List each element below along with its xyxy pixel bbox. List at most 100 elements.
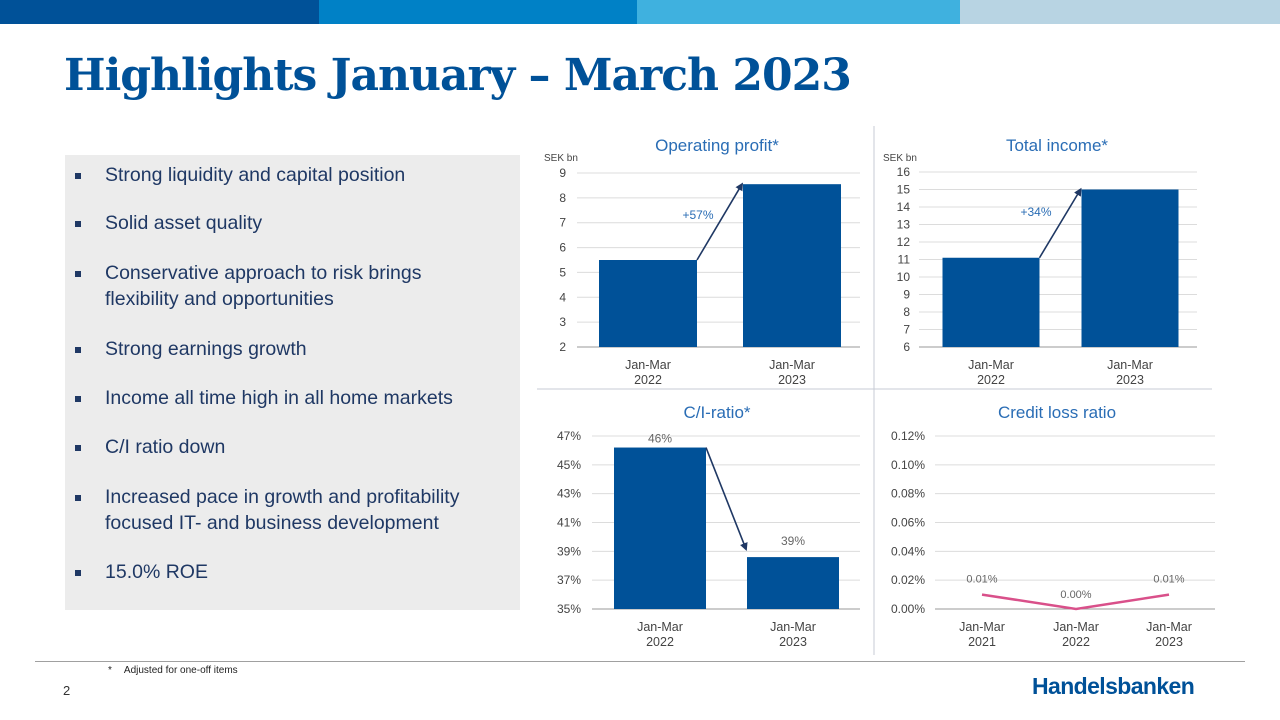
y-tick-label: 0.02% <box>891 573 925 587</box>
y-tick-label: 41% <box>557 516 581 530</box>
x-tick-label: Jan-Mar 2022 <box>637 620 683 649</box>
x-tick-label: Jan-Mar 2022 <box>1053 620 1099 649</box>
bullet-marker <box>75 495 81 501</box>
y-tick-label: 39% <box>557 544 581 558</box>
x-tick-label: Jan-Mar 2022 <box>968 358 1014 387</box>
highlight-text: 15.0% ROE <box>105 561 208 583</box>
page-number: 2 <box>63 683 71 698</box>
footer-divider <box>35 661 1245 662</box>
y-tick-label: 5 <box>559 265 566 279</box>
y-tick-label: 37% <box>557 573 581 587</box>
y-tick-label: 16 <box>897 165 911 179</box>
highlight-item: Increased pace in growth and profitabili… <box>65 484 505 536</box>
data-label: 39% <box>781 534 805 548</box>
highlight-item: Income all time high in all home markets <box>65 385 505 411</box>
series-line <box>981 593 1170 611</box>
x-tick-label: Jan-Mar 2023 <box>769 358 815 387</box>
unit-label-operating-profit: SEK bn <box>544 153 578 164</box>
bullet-marker <box>75 445 81 451</box>
top-bar-segment-4 <box>960 0 1280 24</box>
unit-label-total-income: SEK bn <box>883 153 917 164</box>
top-bar-segment-1 <box>0 0 319 24</box>
bullet-marker <box>75 271 81 277</box>
y-tick-label: 0.08% <box>891 487 925 501</box>
chart-title-total-income: Total income* <box>1006 136 1108 155</box>
bar <box>599 260 697 347</box>
change-arrow <box>696 182 744 261</box>
y-tick-label: 10 <box>897 270 911 284</box>
bar <box>743 184 841 347</box>
footnote-text: Adjusted for one-off items <box>123 665 238 676</box>
y-tick-label: 12 <box>897 235 911 249</box>
top-bar-segment-2 <box>319 0 637 24</box>
annotation-total-income: +34% <box>1020 205 1051 219</box>
y-tick-label: 0.10% <box>891 458 925 472</box>
y-tick-label: 7 <box>903 323 910 337</box>
y-tick-label: 3 <box>559 315 566 329</box>
y-tick-label: 15 <box>897 183 911 197</box>
top-bar-segment-3 <box>637 0 960 24</box>
y-tick-label: 7 <box>559 216 566 230</box>
bullet-marker <box>75 221 81 227</box>
y-tick-label: 6 <box>559 241 566 255</box>
chart-title-operating-profit: Operating profit* <box>655 136 779 155</box>
bar <box>614 447 706 609</box>
highlight-text: Strong liquidity and capital position <box>105 164 406 186</box>
highlight-item: C/I ratio down <box>65 434 505 460</box>
y-tick-label: 4 <box>559 290 566 304</box>
bullet-marker <box>75 396 81 402</box>
data-label: 0.00% <box>1060 589 1091 601</box>
y-tick-label: 13 <box>897 218 911 232</box>
data-label: 0.01% <box>966 574 997 586</box>
bullet-marker <box>75 173 81 179</box>
y-tick-label: 0.06% <box>891 516 925 530</box>
highlight-text: Income all time high in all home markets <box>105 387 453 409</box>
bullet-marker <box>75 570 81 576</box>
highlight-item: Strong earnings growth <box>65 336 505 362</box>
x-tick-label: Jan-Mar 2023 <box>770 620 816 649</box>
y-tick-label: 43% <box>557 487 581 501</box>
bar <box>747 557 839 609</box>
highlight-item: 15.0% ROE <box>65 559 505 585</box>
y-tick-label: 47% <box>557 429 581 443</box>
y-tick-label: 8 <box>903 305 910 319</box>
y-tick-label: 0.00% <box>891 602 925 616</box>
y-tick-label: 0.04% <box>891 544 925 558</box>
footnote: * Adjusted for one-off items <box>108 665 238 676</box>
highlight-text: Solid asset quality <box>105 212 263 234</box>
data-label: 46% <box>648 432 672 446</box>
bullet-marker <box>75 347 81 353</box>
highlight-text: C/I ratio down <box>105 436 226 458</box>
chart-plots: 2 3 4 5 6 7 8 9 Jan-Mar 2022 Jan-Mar 2023 6 7 8 9 10 11 12… <box>557 165 1215 649</box>
bar <box>942 257 1040 347</box>
x-tick-label: Jan-Mar 2023 <box>1146 620 1192 649</box>
brand-logo: Handelsbanken <box>1032 673 1195 699</box>
y-tick-label: 2 <box>559 340 566 354</box>
y-tick-label: 8 <box>559 191 566 205</box>
chart-title-credit-loss-ratio: Credit loss ratio <box>998 403 1116 422</box>
y-tick-label: 14 <box>897 200 911 214</box>
y-tick-label: 9 <box>903 288 910 302</box>
highlights-panel: Strong liquidity and capital position So… <box>65 155 520 610</box>
y-tick-label: 9 <box>559 166 566 180</box>
highlight-item: Conservative approach to risk brings fle… <box>65 260 505 312</box>
annotation-operating-profit: +57% <box>682 208 713 222</box>
highlight-text: Increased pace in growth and profitabili… <box>105 486 460 534</box>
x-tick-label: Jan-Mar 2023 <box>1107 358 1153 387</box>
y-tick-label: 0.12% <box>891 429 925 443</box>
highlight-item: Strong liquidity and capital position <box>65 162 505 188</box>
x-tick-label: Jan-Mar 2021 <box>959 620 1005 649</box>
bar <box>1081 189 1179 347</box>
change-arrow <box>705 447 748 551</box>
footnote-mark: * <box>108 665 112 676</box>
y-tick-label: 11 <box>898 253 911 267</box>
change-arrow <box>1038 187 1082 259</box>
y-tick-label: 45% <box>557 458 581 472</box>
highlight-text: Strong earnings growth <box>105 338 307 360</box>
y-tick-label: 6 <box>903 340 910 354</box>
data-label: 0.01% <box>1153 574 1184 586</box>
page-title: Highlights January – March 2023 <box>64 50 852 101</box>
highlight-item: Solid asset quality <box>65 210 505 236</box>
chart-title-ci-ratio: C/I-ratio* <box>683 403 750 422</box>
x-tick-label: Jan-Mar 2022 <box>625 358 671 387</box>
